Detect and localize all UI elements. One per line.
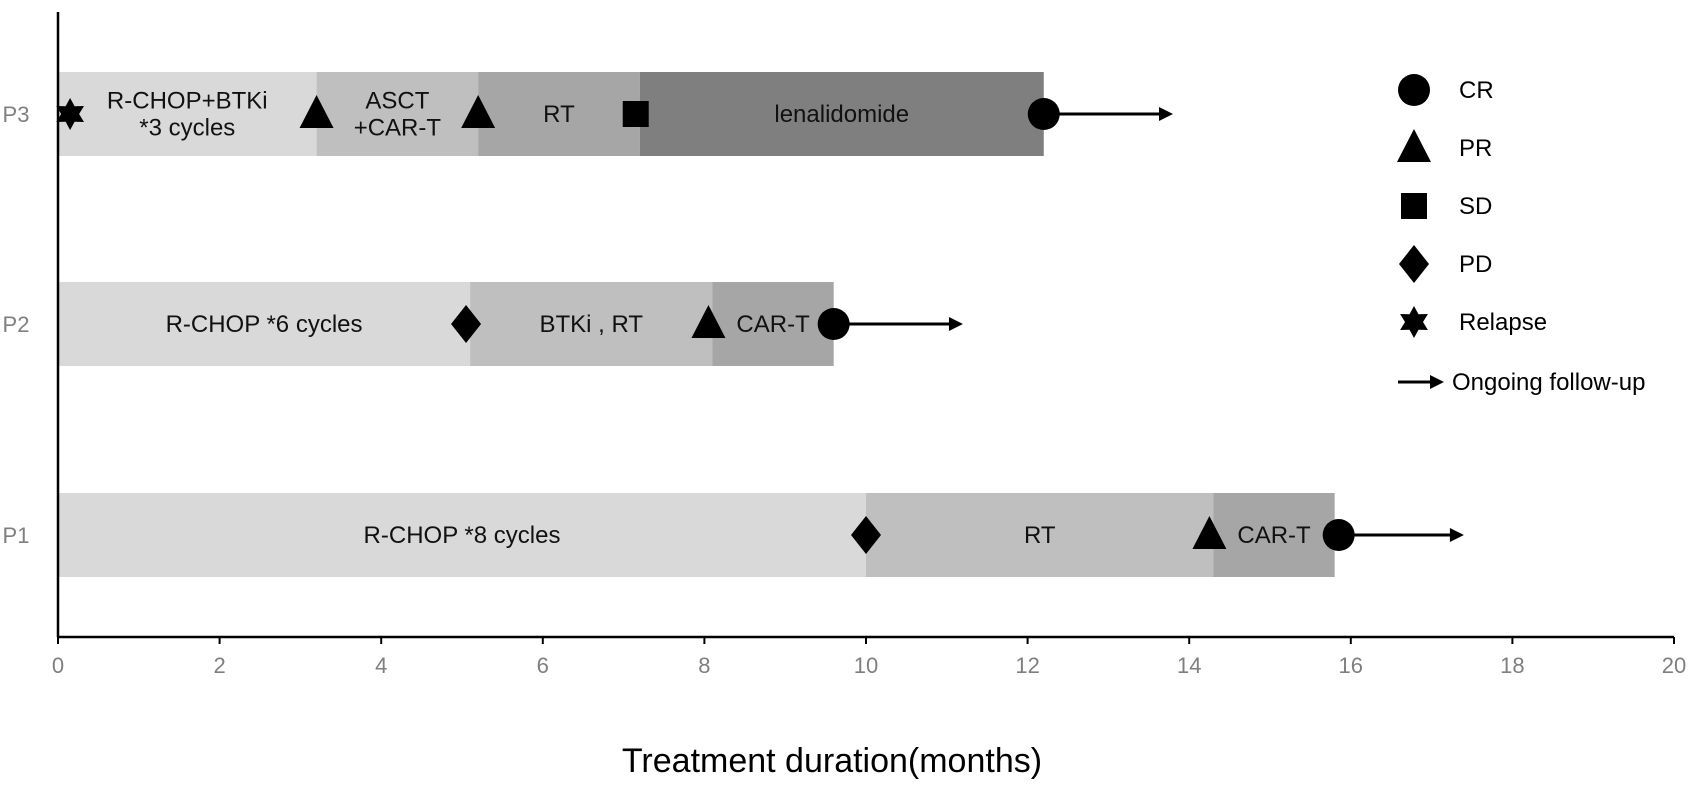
legend-label-pr: PR	[1459, 135, 1492, 162]
y-label-p2: P2	[3, 312, 30, 337]
p1-bar-segment-1	[58, 493, 866, 577]
p1-segment-2-label: RT	[1024, 522, 1056, 549]
legend-label-pd: PD	[1459, 251, 1492, 278]
p3-segment-2-label: ASCT	[365, 88, 429, 115]
p2-bar-segment-1	[58, 282, 471, 366]
p3-segment-2-label: +CAR-T	[354, 115, 442, 142]
p2-bar-segment-3	[712, 282, 834, 366]
p1-cr-marker-3	[1322, 519, 1355, 551]
p3-pr-marker-3	[461, 95, 496, 128]
x-tick-label-8: 8	[698, 653, 710, 678]
bars-layer	[58, 72, 1335, 577]
p3-cr-marker-5	[1027, 98, 1060, 130]
p1-bar-segment-3	[1213, 493, 1335, 577]
legend-cr-icon	[1398, 74, 1430, 106]
p2-pr-marker-2	[691, 305, 726, 338]
p2-segment-1-label: R-CHOP *6 cycles	[166, 311, 363, 338]
x-tick-label-6: 6	[537, 653, 549, 678]
p2-pd-marker-1	[451, 305, 482, 343]
p1-segment-3-label: CAR-T	[1237, 522, 1311, 549]
legend-label-cr: CR	[1459, 77, 1494, 104]
p3-sd-marker-4	[622, 101, 649, 127]
x-tick-label-20: 20	[1662, 653, 1686, 678]
p2-segment-2-label: BTKi , RT	[539, 311, 643, 338]
p2-cr-marker-3	[817, 308, 850, 340]
p1-pd-marker-1	[851, 516, 881, 554]
legend-pd-icon	[1399, 245, 1429, 283]
x-axis-title: Treatment duration(months)	[622, 742, 1042, 780]
y-label-p3: P3	[3, 102, 30, 127]
p2-bar-segment-2	[470, 282, 713, 366]
x-tick-label-12: 12	[1015, 653, 1039, 678]
x-tick-label-14: 14	[1177, 653, 1201, 678]
legend-label-sd: SD	[1459, 193, 1492, 220]
legend-relapse-icon	[1400, 306, 1428, 338]
p3-bar-segment-4	[639, 72, 1044, 156]
p3-segment-1-label: *3 cycles	[139, 115, 235, 142]
legend-sd-icon	[1401, 193, 1427, 219]
y-label-p1: P1	[3, 523, 30, 548]
x-tick-label-10: 10	[854, 653, 878, 678]
p3-bar-segment-1	[58, 72, 317, 156]
p3-pr-marker-2	[299, 95, 334, 128]
axes-layer: P3 P2 P1 0 2 4 6 8 10 12 14 16 18 20	[3, 12, 1686, 678]
p3-segment-3-label: RT	[543, 101, 575, 128]
followup-arrows-layer	[833, 107, 1464, 542]
p3-segment-1-label: R-CHOP+BTKi	[107, 88, 268, 115]
legend: CR PR SD PD Relapse Ongoing follow-up	[1397, 74, 1645, 396]
legend-pr-icon	[1397, 129, 1431, 162]
p1-followup-arrow	[1338, 528, 1464, 542]
p3-followup-arrow	[1043, 107, 1174, 121]
p2-followup-arrow	[833, 317, 963, 331]
x-tick-label-0: 0	[52, 653, 64, 678]
x-tick-label-16: 16	[1339, 653, 1363, 678]
x-tick-label-18: 18	[1500, 653, 1524, 678]
legend-label-relapse: Relapse	[1459, 309, 1547, 336]
p2-segment-3-label: CAR-T	[736, 311, 810, 338]
segment-labels-layer: R-CHOP+BTKi*3 cycles ASCT+CAR-T RT lenalido…	[107, 88, 1311, 550]
p3-bar-segment-2	[316, 72, 479, 156]
p1-pr-marker-2	[1192, 516, 1227, 549]
p3-segment-4-label: lenalidomide	[774, 101, 909, 128]
p1-bar-segment-2	[866, 493, 1214, 577]
p1-segment-1-label: R-CHOP *8 cycles	[364, 522, 561, 549]
x-tick-label-4: 4	[375, 653, 387, 678]
legend-label-ongoing-followup: Ongoing follow-up	[1452, 369, 1645, 396]
x-tick-label-2: 2	[213, 653, 225, 678]
p3-bar-segment-3	[478, 72, 640, 156]
p3-relapse-marker-1	[56, 98, 84, 130]
legend-arrow-icon	[1398, 375, 1444, 389]
event-markers-layer	[56, 95, 1355, 554]
